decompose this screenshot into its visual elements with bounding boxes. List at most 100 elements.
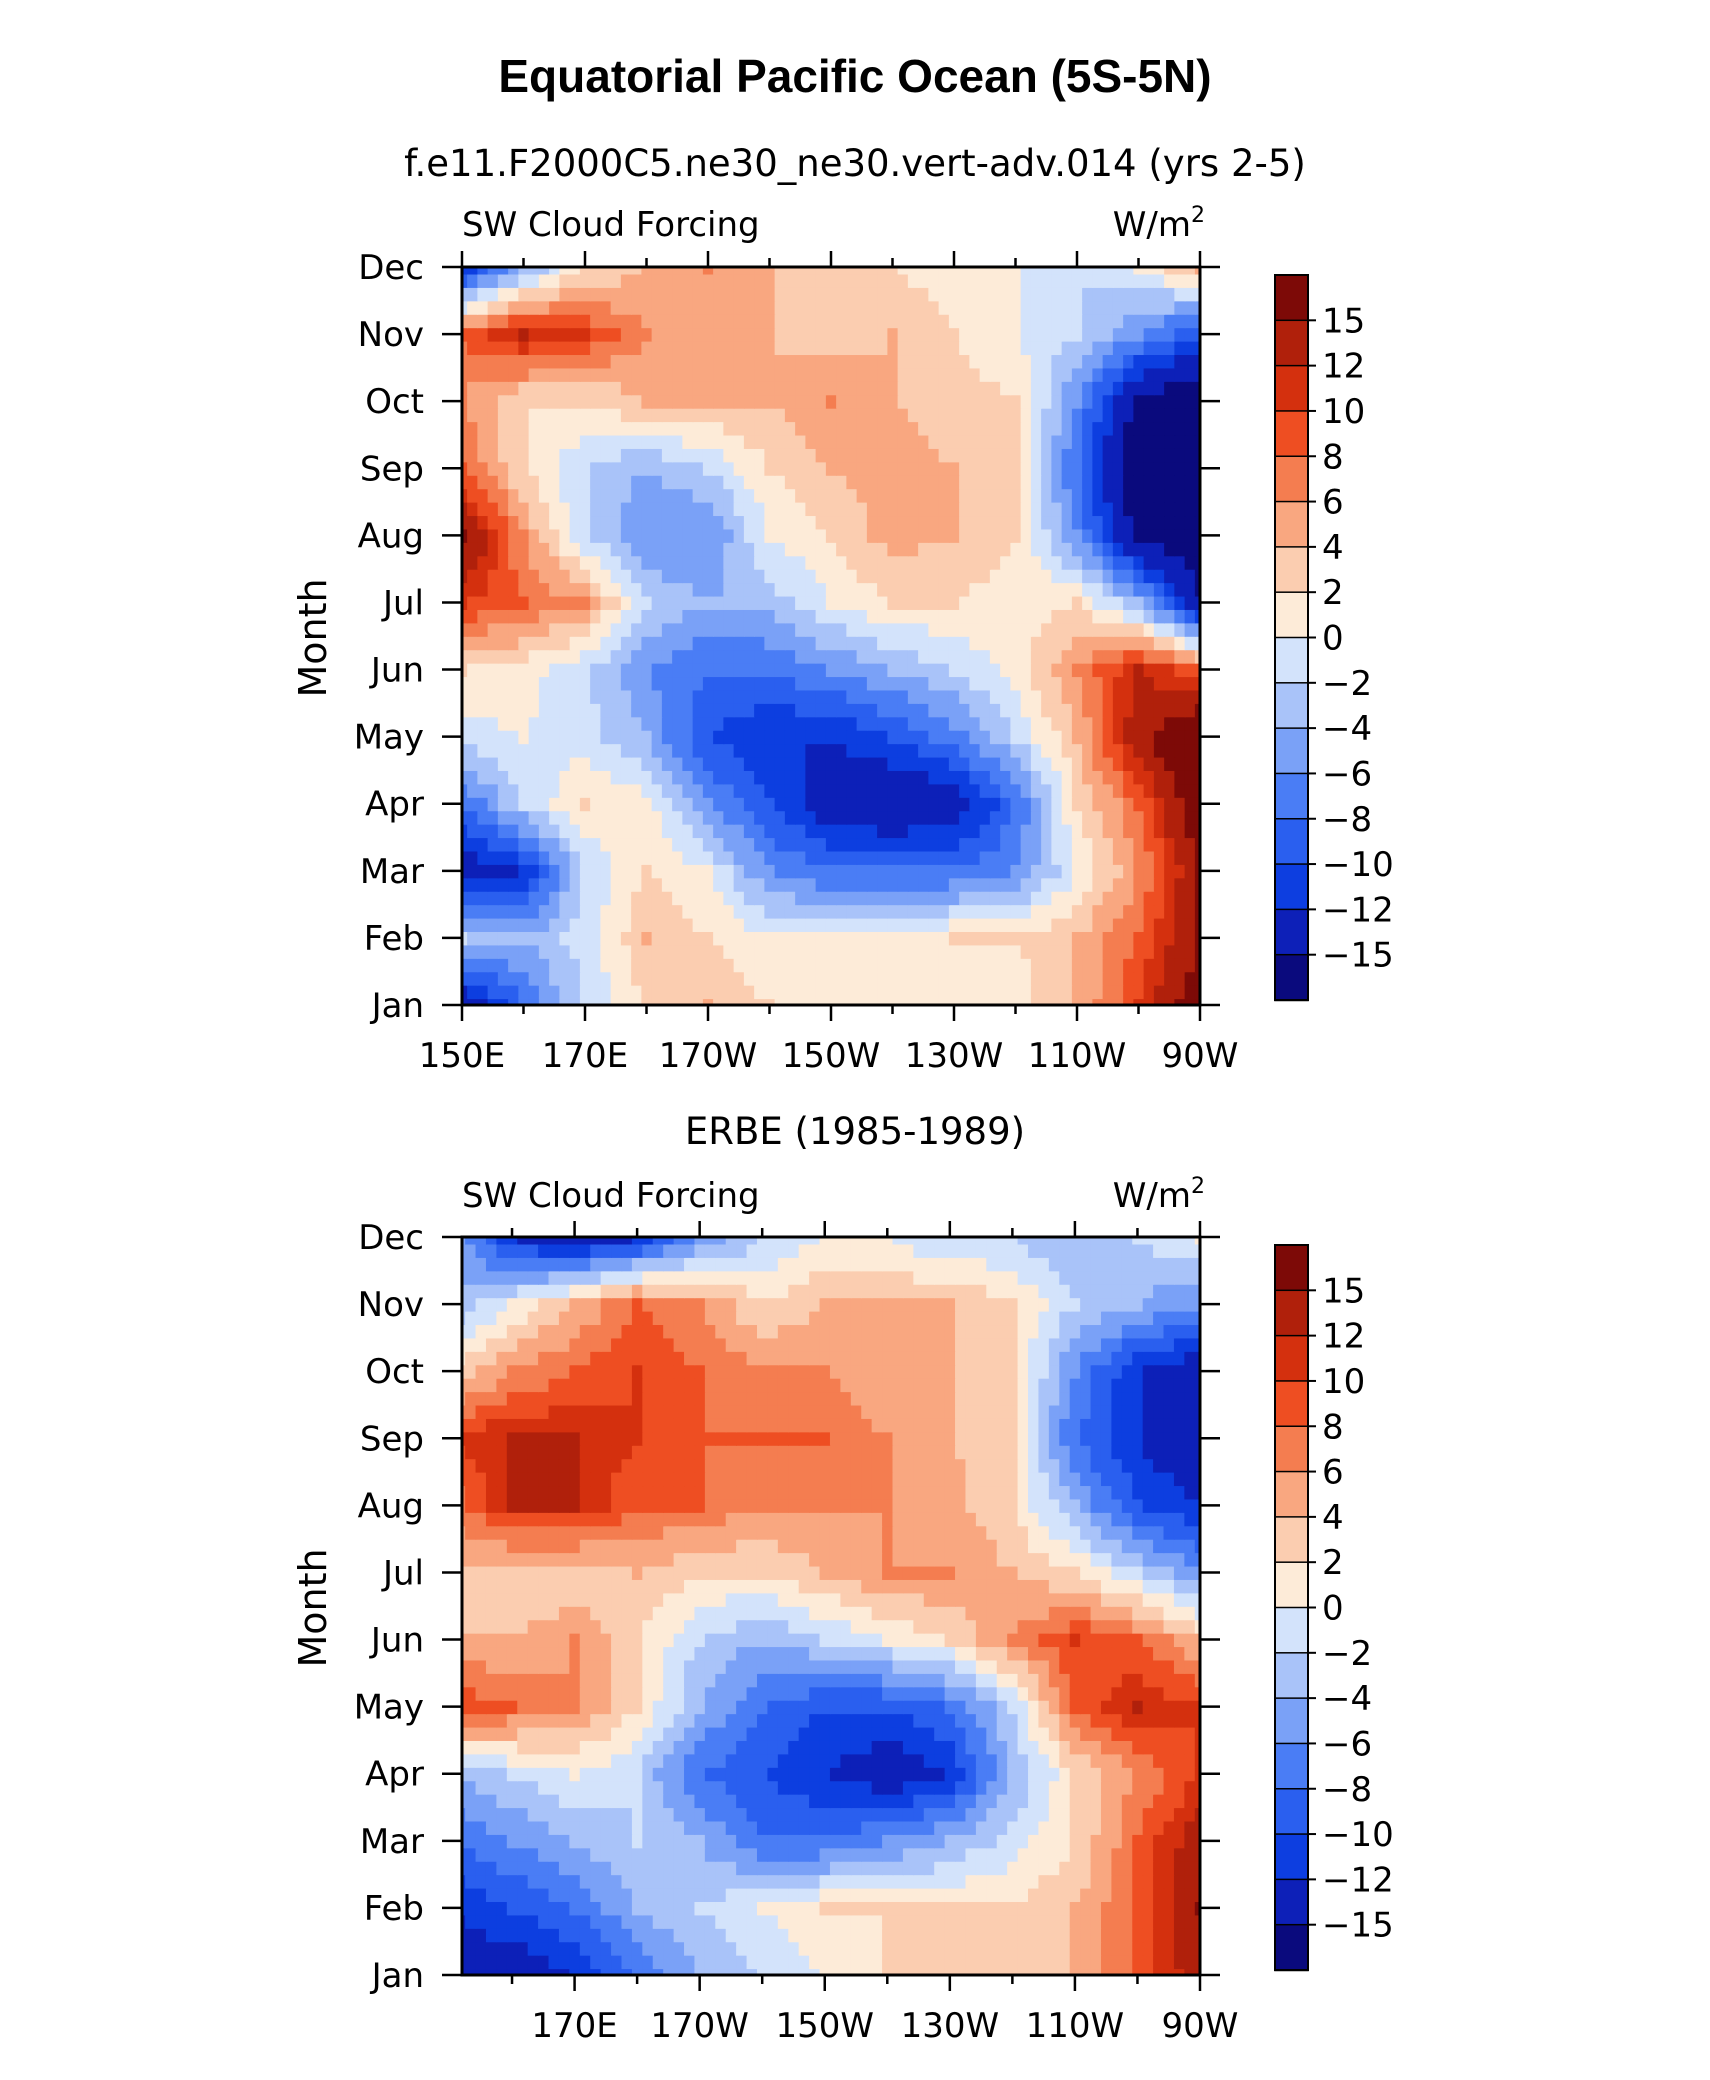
heatmap-cell: [938, 340, 950, 356]
heatmap-cell: [569, 340, 581, 356]
heatmap-cell: [928, 267, 940, 275]
heatmap-cell: [1111, 1914, 1123, 1929]
heatmap-cell: [846, 367, 858, 382]
heatmap-cell: [663, 1941, 675, 1956]
heatmap-cell: [641, 609, 653, 624]
heatmap-cell: [1174, 810, 1186, 825]
heatmap-cell: [1020, 287, 1032, 302]
heatmap-cell: [1082, 300, 1094, 315]
heatmap-cell: [1007, 1954, 1019, 1970]
heatmap-cell: [1194, 864, 1200, 879]
heatmap-cell: [1092, 703, 1104, 718]
heatmap-cell: [902, 1968, 915, 1975]
heatmap-cell: [1051, 434, 1063, 449]
heatmap-cell: [600, 1954, 612, 1970]
heatmap-cell: [969, 287, 981, 302]
heatmap-cell: [836, 662, 848, 678]
heatmap-cell: [989, 676, 1001, 691]
heatmap-cell: [702, 313, 714, 329]
heatmap-cell: [902, 1860, 915, 1876]
heatmap-cell: [467, 488, 479, 503]
heatmap-cell: [928, 434, 940, 449]
heatmap-cell: [672, 394, 684, 409]
heatmap-cell: [508, 381, 520, 396]
heatmap-cell: [1143, 267, 1155, 275]
heatmap-cell: [694, 1914, 706, 1929]
heatmap-cell: [723, 434, 735, 449]
heatmap-cell: [600, 501, 612, 517]
heatmap-cell: [1092, 636, 1104, 651]
heatmap-cell: [651, 944, 663, 959]
heatmap-cell: [610, 327, 622, 342]
heatmap-cell: [969, 958, 981, 973]
heatmap-cell: [829, 1914, 842, 1929]
heatmap-cell: [702, 797, 714, 812]
heatmap-cell: [641, 501, 653, 517]
heatmap-cell: [682, 461, 694, 476]
heatmap-cell: [704, 1887, 717, 1902]
heatmap-cell: [897, 555, 909, 570]
heatmap-cell: [590, 354, 602, 369]
heatmap-cell: [754, 971, 766, 986]
heatmap-cell: [723, 313, 735, 329]
heatmap-cell: [715, 1874, 727, 1889]
heatmap-cell: [672, 568, 684, 584]
heatmap-cell: [569, 998, 581, 1005]
heatmap-cell: [918, 904, 930, 919]
heatmap-cell: [692, 837, 704, 852]
heatmap-cell: [1123, 904, 1135, 919]
heatmap-cell: [723, 984, 735, 1000]
heatmap-cell: [805, 810, 817, 825]
heatmap-cell: [462, 461, 468, 476]
heatmap-cell: [989, 810, 1001, 825]
heatmap-cell: [631, 421, 643, 436]
heatmap-cell: [1092, 890, 1104, 906]
heatmap-cell: [856, 340, 868, 356]
heatmap-cell: [694, 1860, 706, 1876]
heatmap-cell: [1153, 998, 1165, 1005]
heatmap-cell: [631, 729, 643, 745]
heatmap-cell: [756, 1874, 769, 1889]
heatmap-cell: [784, 770, 796, 785]
heatmap-cell: [866, 810, 878, 825]
heatmap-cell: [866, 501, 878, 517]
heatmap-cell: [611, 1941, 623, 1956]
heatmap-cell: [702, 743, 714, 758]
heatmap-cell: [538, 595, 550, 610]
heatmap-cell: [913, 1887, 925, 1902]
heatmap-cell: [1069, 1954, 1081, 1970]
heatmap-cell: [528, 542, 540, 557]
heatmap-cell: [1069, 1874, 1081, 1889]
heatmap-cell: [465, 1834, 477, 1849]
heatmap-cell: [1082, 595, 1094, 610]
heatmap-cell: [798, 1847, 810, 1862]
heatmap-cell: [955, 1914, 967, 1929]
heatmap-cell: [682, 595, 694, 610]
heatmap-cell: [641, 448, 653, 463]
heatmap-cell: [1071, 407, 1083, 423]
heatmap-cell: [825, 998, 837, 1005]
heatmap-cell: [805, 367, 817, 382]
heatmap-cell: [538, 837, 550, 852]
heatmap-cell: [517, 1874, 529, 1889]
heatmap-cell: [836, 300, 848, 315]
heatmap-cell: [938, 367, 950, 382]
heatmap-cell: [631, 676, 643, 691]
heatmap-cell: [969, 273, 981, 288]
heatmap-cell: [1123, 729, 1135, 745]
heatmap-cell: [1092, 689, 1104, 704]
heatmap-cell: [661, 327, 673, 342]
colorbar-label: −10: [1322, 845, 1394, 885]
heatmap-cell: [825, 756, 837, 771]
heatmap-cell: [1112, 703, 1124, 718]
heatmap-cell: [518, 474, 530, 490]
heatmap-cell: [1112, 327, 1124, 342]
heatmap-cell: [1133, 998, 1145, 1005]
heatmap-cell: [694, 1874, 706, 1889]
heatmap-cell: [1123, 756, 1135, 771]
heatmap-cell: [1153, 1887, 1165, 1902]
heatmap-cell: [1051, 287, 1063, 302]
heatmap-cell: [497, 756, 509, 771]
heatmap-cell: [620, 890, 632, 906]
heatmap-cell: [846, 743, 858, 758]
